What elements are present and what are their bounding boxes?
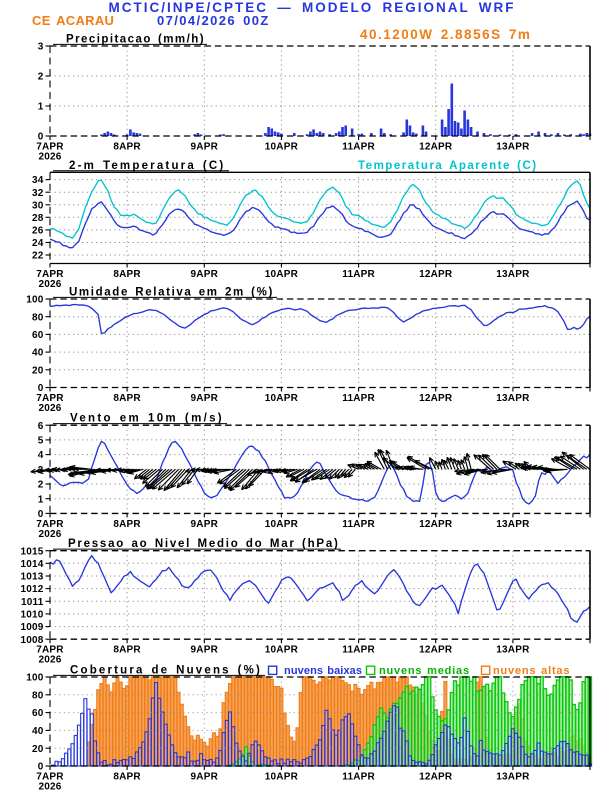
svg-text:3: 3 xyxy=(38,42,44,53)
svg-text:MCTIC/INPE/CPTEC — MODELO REGI: MCTIC/INPE/CPTEC — MODELO REGIONAL WRF xyxy=(109,0,516,15)
svg-text:7APR: 7APR xyxy=(36,393,64,404)
svg-text:1008: 1008 xyxy=(20,635,43,646)
svg-text:2026: 2026 xyxy=(38,655,61,666)
svg-text:12APR: 12APR xyxy=(419,269,453,280)
svg-text:8APR: 8APR xyxy=(113,142,141,153)
svg-text:10APR: 10APR xyxy=(265,393,299,404)
svg-text:2: 2 xyxy=(38,480,44,491)
svg-text:12APR: 12APR xyxy=(419,393,453,404)
svg-text:8APR: 8APR xyxy=(113,393,141,404)
svg-text:10APR: 10APR xyxy=(265,269,299,280)
svg-text:11APR: 11APR xyxy=(342,269,375,280)
svg-text:100: 100 xyxy=(26,673,44,684)
svg-text:Vento em 10m (m/s): Vento em 10m (m/s) xyxy=(70,413,224,425)
svg-text:Temperatura Aparente (C): Temperatura Aparente (C) xyxy=(358,160,538,172)
svg-text:12APR: 12APR xyxy=(419,142,453,153)
svg-text:11APR: 11APR xyxy=(342,519,375,530)
svg-text:8APR: 8APR xyxy=(113,519,141,530)
svg-text:1: 1 xyxy=(38,494,44,505)
svg-text:10APR: 10APR xyxy=(265,772,299,783)
svg-text:7APR: 7APR xyxy=(36,645,64,656)
svg-text:2026: 2026 xyxy=(38,782,61,792)
svg-text:CE ACARAU: CE ACARAU xyxy=(32,13,114,28)
svg-text:10APR: 10APR xyxy=(265,142,299,153)
svg-text:30: 30 xyxy=(32,200,44,211)
svg-text:1015: 1015 xyxy=(20,546,43,557)
svg-text:Precipitacao (mm/h): Precipitacao (mm/h) xyxy=(66,34,205,46)
svg-text:24: 24 xyxy=(32,238,44,249)
svg-text:2026: 2026 xyxy=(38,403,61,414)
svg-text:9APR: 9APR xyxy=(191,772,219,783)
svg-text:2-m Temperatura (C): 2-m Temperatura (C) xyxy=(69,160,225,172)
svg-text:13APR: 13APR xyxy=(496,269,530,280)
svg-text:2026: 2026 xyxy=(38,152,61,163)
svg-text:10APR: 10APR xyxy=(265,645,299,656)
svg-text:nuvens altas: nuvens altas xyxy=(493,665,570,677)
svg-text:0: 0 xyxy=(38,383,44,394)
svg-text:20: 20 xyxy=(32,365,44,376)
svg-text:7APR: 7APR xyxy=(36,142,64,153)
svg-text:4: 4 xyxy=(38,450,44,461)
svg-text:7APR: 7APR xyxy=(36,269,64,280)
svg-text:12APR: 12APR xyxy=(419,772,453,783)
svg-text:60: 60 xyxy=(32,330,44,341)
svg-text:0: 0 xyxy=(38,509,44,520)
svg-text:9APR: 9APR xyxy=(191,645,219,656)
svg-text:7APR: 7APR xyxy=(36,772,64,783)
svg-text:5: 5 xyxy=(38,436,44,447)
svg-text:Pressao ao Nivel Medio do Mar: Pressao ao Nivel Medio do Mar (hPa) xyxy=(68,538,340,550)
svg-text:1010: 1010 xyxy=(20,610,43,621)
svg-text:12APR: 12APR xyxy=(419,645,453,656)
svg-text:40: 40 xyxy=(32,726,44,737)
svg-text:100: 100 xyxy=(26,295,44,306)
svg-text:13APR: 13APR xyxy=(496,645,530,656)
svg-text:1013: 1013 xyxy=(20,572,43,583)
svg-text:8APR: 8APR xyxy=(113,772,141,783)
svg-text:40.1200W 2.8856S 7m: 40.1200W 2.8856S 7m xyxy=(360,27,531,42)
svg-text:28: 28 xyxy=(32,213,44,224)
svg-text:8APR: 8APR xyxy=(113,645,141,656)
svg-text:8APR: 8APR xyxy=(113,269,141,280)
svg-text:nuvens baixas: nuvens baixas xyxy=(284,665,362,677)
svg-text:12APR: 12APR xyxy=(419,519,453,530)
svg-text:20: 20 xyxy=(32,744,44,755)
svg-text:11APR: 11APR xyxy=(342,393,375,404)
svg-text:1011: 1011 xyxy=(21,597,44,608)
svg-text:60: 60 xyxy=(32,708,44,719)
svg-text:1012: 1012 xyxy=(20,584,43,595)
svg-text:10APR: 10APR xyxy=(265,519,299,530)
svg-text:80: 80 xyxy=(32,690,44,701)
svg-text:7APR: 7APR xyxy=(36,519,64,530)
svg-text:nuvens medias: nuvens medias xyxy=(379,665,470,677)
svg-text:11APR: 11APR xyxy=(342,142,375,153)
svg-text:2: 2 xyxy=(38,72,44,83)
svg-text:80: 80 xyxy=(32,312,44,323)
svg-text:13APR: 13APR xyxy=(496,142,530,153)
svg-text:1014: 1014 xyxy=(20,559,43,570)
svg-text:Cobertura de Nuvens (%): Cobertura de Nuvens (%) xyxy=(70,665,262,677)
svg-text:Umidade Relativa em 2m (%): Umidade Relativa em 2m (%) xyxy=(69,287,274,299)
svg-text:9APR: 9APR xyxy=(191,269,219,280)
svg-text:34: 34 xyxy=(32,175,44,186)
svg-text:0: 0 xyxy=(38,132,44,143)
svg-text:0: 0 xyxy=(38,762,44,773)
svg-text:13APR: 13APR xyxy=(496,393,530,404)
svg-text:2026: 2026 xyxy=(38,279,61,290)
svg-text:6: 6 xyxy=(38,421,44,432)
svg-text:07/04/2026 00Z: 07/04/2026 00Z xyxy=(157,13,270,28)
svg-text:22: 22 xyxy=(32,251,44,262)
svg-text:9APR: 9APR xyxy=(191,519,219,530)
svg-text:2026: 2026 xyxy=(38,529,61,540)
svg-text:13APR: 13APR xyxy=(496,519,530,530)
svg-text:32: 32 xyxy=(32,188,44,199)
svg-text:11APR: 11APR xyxy=(342,772,375,783)
svg-text:26: 26 xyxy=(32,226,44,237)
svg-text:1: 1 xyxy=(38,102,44,113)
svg-text:9APR: 9APR xyxy=(191,142,219,153)
svg-text:40: 40 xyxy=(32,348,44,359)
svg-text:13APR: 13APR xyxy=(496,772,530,783)
svg-text:11APR: 11APR xyxy=(342,645,375,656)
svg-text:9APR: 9APR xyxy=(191,393,219,404)
svg-text:1009: 1009 xyxy=(20,622,43,633)
